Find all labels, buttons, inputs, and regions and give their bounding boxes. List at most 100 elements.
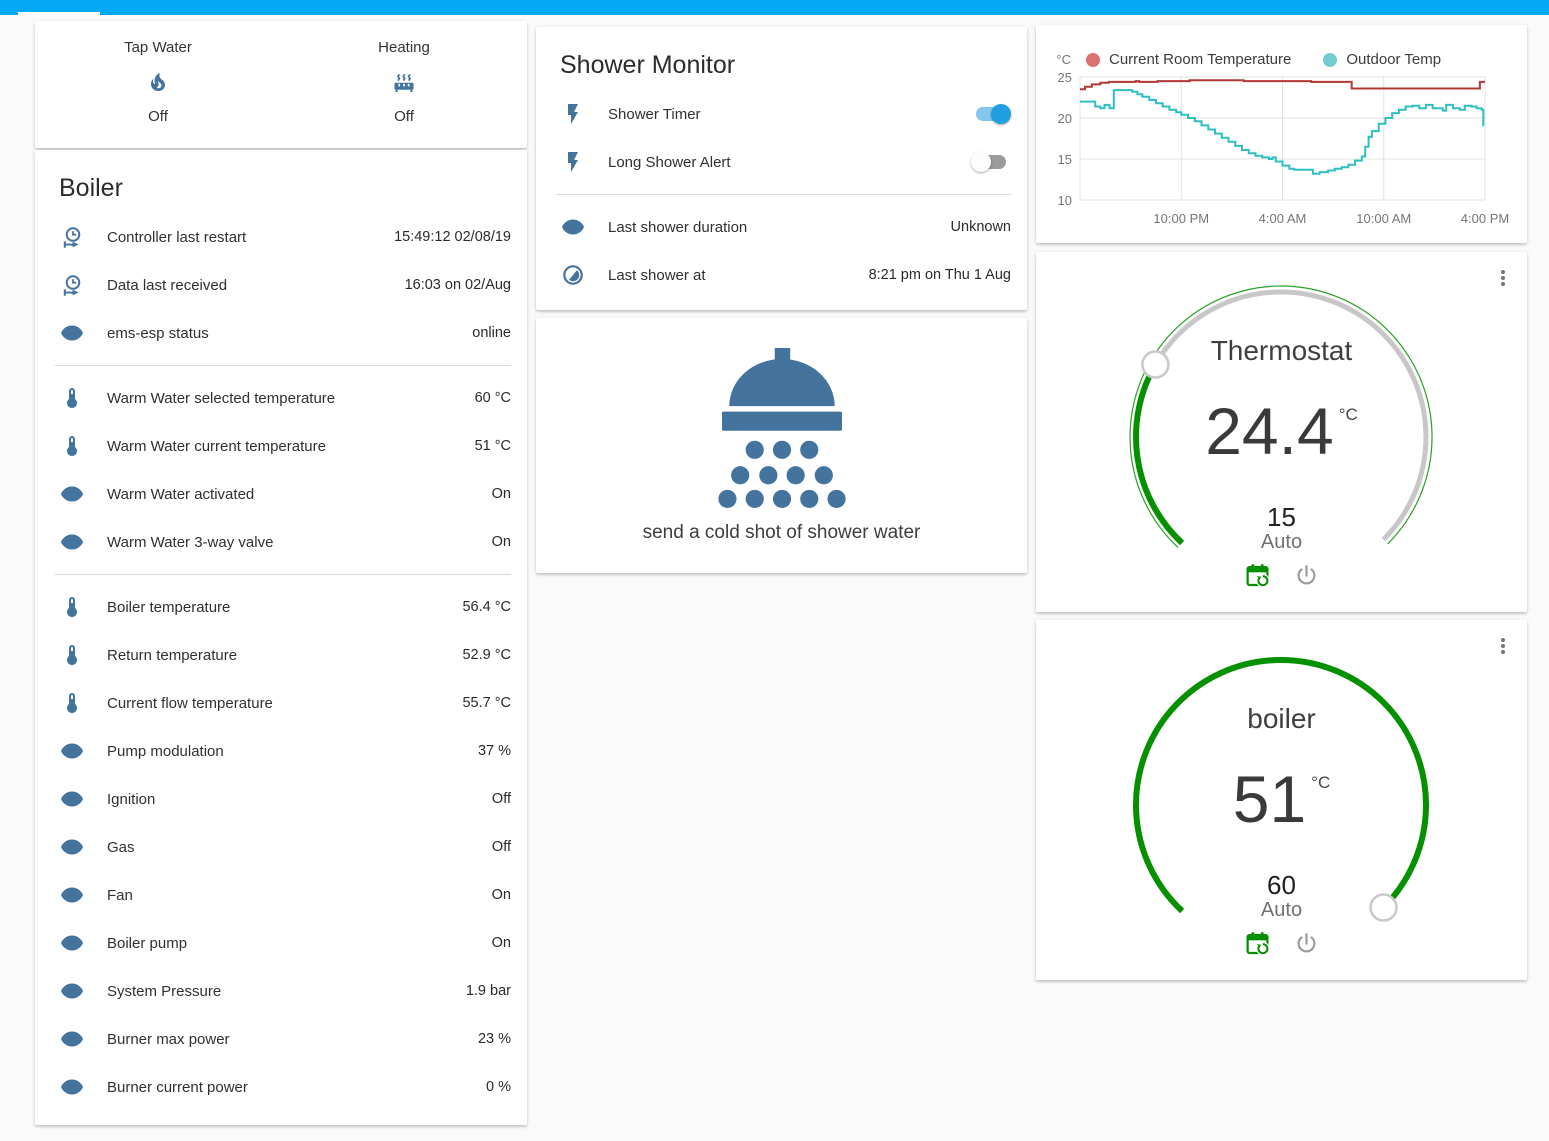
- shower-head-icon: [717, 347, 846, 508]
- gauge-handle[interactable]: [1369, 893, 1398, 922]
- water-heating-status-card: Tap Water Off Heating Off: [35, 21, 527, 148]
- row-value: Off: [491, 791, 511, 807]
- row-fan[interactable]: Fan On: [35, 871, 527, 919]
- row-pump-modulation[interactable]: Pump modulation 37 %: [35, 727, 527, 775]
- thermostat-gauge: Thermostat 24.4 °C 15 Auto: [1036, 282, 1527, 612]
- svg-text:4:00 PM: 4:00 PM: [1461, 211, 1509, 226]
- svg-text:10:00 PM: 10:00 PM: [1153, 211, 1209, 226]
- svg-text:10: 10: [1058, 193, 1072, 208]
- row-label: Warm Water activated: [107, 485, 255, 503]
- eye-icon: [61, 839, 83, 855]
- legend-dot-outdoor: [1323, 52, 1338, 67]
- eye-icon: [61, 486, 83, 502]
- row-value: 16:03 on 02/Aug: [404, 277, 511, 293]
- row-ww-3way-valve[interactable]: Warm Water 3-way valve On: [35, 518, 527, 566]
- thermostat-controls: [1036, 562, 1527, 589]
- row-controller-last-restart[interactable]: Controller last restart 15:49:12 02/08/1…: [35, 213, 527, 261]
- row-value: online: [472, 325, 511, 341]
- row-label: Last shower duration: [608, 218, 748, 236]
- flash-icon: [568, 152, 578, 172]
- divider: [55, 365, 511, 366]
- row-ems-esp-status[interactable]: ems-esp status online: [35, 309, 527, 357]
- row-ww-selected-temp[interactable]: Warm Water selected temperature 60 °C: [35, 374, 527, 422]
- thermometer-icon: [67, 645, 77, 665]
- row-label: Boiler temperature: [107, 598, 231, 616]
- long-shower-alert-toggle[interactable]: [971, 152, 1011, 172]
- row-return-temp[interactable]: Return temperature 52.9 °C: [35, 631, 527, 679]
- gauge-outer-arc: [1129, 285, 1433, 548]
- thermometer-icon: [67, 436, 77, 456]
- row-label: Boiler pump: [107, 934, 188, 952]
- calendar-sync-icon[interactable]: [1244, 930, 1271, 957]
- row-value: On: [491, 887, 511, 903]
- row-gas[interactable]: Gas Off: [35, 823, 527, 871]
- row-value: 0 %: [486, 1079, 511, 1095]
- boiler-mode: Auto: [1260, 899, 1303, 921]
- thermostat-setpoint: 15: [1267, 502, 1296, 532]
- row-value: On: [491, 534, 511, 550]
- row-label: Warm Water selected temperature: [107, 389, 336, 407]
- eye-icon: [61, 887, 83, 903]
- thermostat-card: Thermostat 24.4 °C 15 Auto: [1036, 252, 1527, 612]
- divider: [55, 574, 511, 575]
- svg-text:°C: °C: [1056, 52, 1071, 67]
- eye-icon: [61, 534, 83, 550]
- radiator-icon: [393, 73, 415, 93]
- svg-text:10:00 AM: 10:00 AM: [1356, 211, 1411, 226]
- row-boiler-temp[interactable]: Boiler temperature 56.4 °C: [35, 583, 527, 631]
- row-label: Data last received: [107, 276, 228, 294]
- gauge-value-arc: [1133, 363, 1185, 546]
- svg-text:25: 25: [1058, 70, 1072, 85]
- row-boiler-pump[interactable]: Boiler pump On: [35, 919, 527, 967]
- calendar-sync-icon[interactable]: [1244, 562, 1271, 589]
- row-data-last-received[interactable]: Data last received 16:03 on 02/Aug: [35, 261, 527, 309]
- gauge-handle[interactable]: [1141, 350, 1170, 379]
- row-value: 51 °C: [474, 438, 511, 454]
- power-icon[interactable]: [1293, 930, 1320, 957]
- thermometer-icon: [67, 388, 77, 408]
- legend-outdoor-temp: Outdoor Temp: [1323, 51, 1441, 68]
- legend-room-temp: Current Room Temperature: [1086, 51, 1291, 68]
- row-label: Fan: [107, 886, 133, 904]
- row-ww-activated[interactable]: Warm Water activated On: [35, 470, 527, 518]
- clock-start-icon: [62, 275, 81, 297]
- row-system-pressure[interactable]: System Pressure 1.9 bar: [35, 967, 527, 1015]
- row-label: Return temperature: [107, 646, 238, 664]
- row-label: Pump modulation: [107, 742, 224, 760]
- row-value: 37 %: [477, 743, 511, 759]
- eye-icon: [61, 1079, 83, 1095]
- row-label: Ignition: [107, 790, 156, 808]
- shower-timer-toggle[interactable]: [971, 104, 1011, 124]
- row-value: 56.4 °C: [462, 599, 511, 615]
- legend-label: Current Room Temperature: [1109, 51, 1292, 68]
- row-last-shower-duration[interactable]: Last shower duration Unknown: [536, 203, 1027, 251]
- tap-water-status[interactable]: Tap Water Off: [35, 35, 281, 148]
- row-label: System Pressure: [107, 982, 222, 1000]
- clock-start-icon: [62, 227, 81, 249]
- tap-water-label: Tap Water: [124, 39, 192, 56]
- heating-state: Off: [394, 108, 414, 125]
- heating-status[interactable]: Heating Off: [281, 35, 527, 148]
- cold-shot-action-card[interactable]: send a cold shot of shower water: [536, 318, 1027, 573]
- row-value: On: [491, 935, 511, 951]
- thermostat-mode: Auto: [1260, 531, 1303, 553]
- row-label: ems-esp status: [107, 324, 209, 342]
- row-burner-current-power[interactable]: Burner current power 0 %: [35, 1063, 527, 1111]
- row-label: Last shower at: [608, 266, 706, 284]
- boiler-gauge: boiler 51 °C 60 Auto: [1036, 650, 1527, 980]
- unit-label: °C: [1338, 405, 1358, 424]
- row-ignition[interactable]: Ignition Off: [35, 775, 527, 823]
- power-icon[interactable]: [1293, 562, 1320, 589]
- active-tab-indicator[interactable]: [18, 12, 100, 15]
- row-current-flow-temp[interactable]: Current flow temperature 55.7 °C: [35, 679, 527, 727]
- boiler-current-temp: 51 °C: [1232, 762, 1331, 836]
- row-label: Burner max power: [107, 1030, 230, 1048]
- fire-icon: [150, 73, 165, 91]
- legend-dot-room: [1086, 52, 1100, 67]
- thermostat-current-temp: 24.4 °C: [1205, 394, 1358, 468]
- temperature-history-card: Current Room Temperature Outdoor Temp 10…: [1036, 25, 1527, 243]
- row-burner-max-power[interactable]: Burner max power 23 %: [35, 1015, 527, 1063]
- row-value: Off: [491, 839, 511, 855]
- row-last-shower-at[interactable]: Last shower at 8:21 pm on Thu 1 Aug: [536, 251, 1027, 299]
- row-ww-current-temp[interactable]: Warm Water current temperature 51 °C: [35, 422, 527, 470]
